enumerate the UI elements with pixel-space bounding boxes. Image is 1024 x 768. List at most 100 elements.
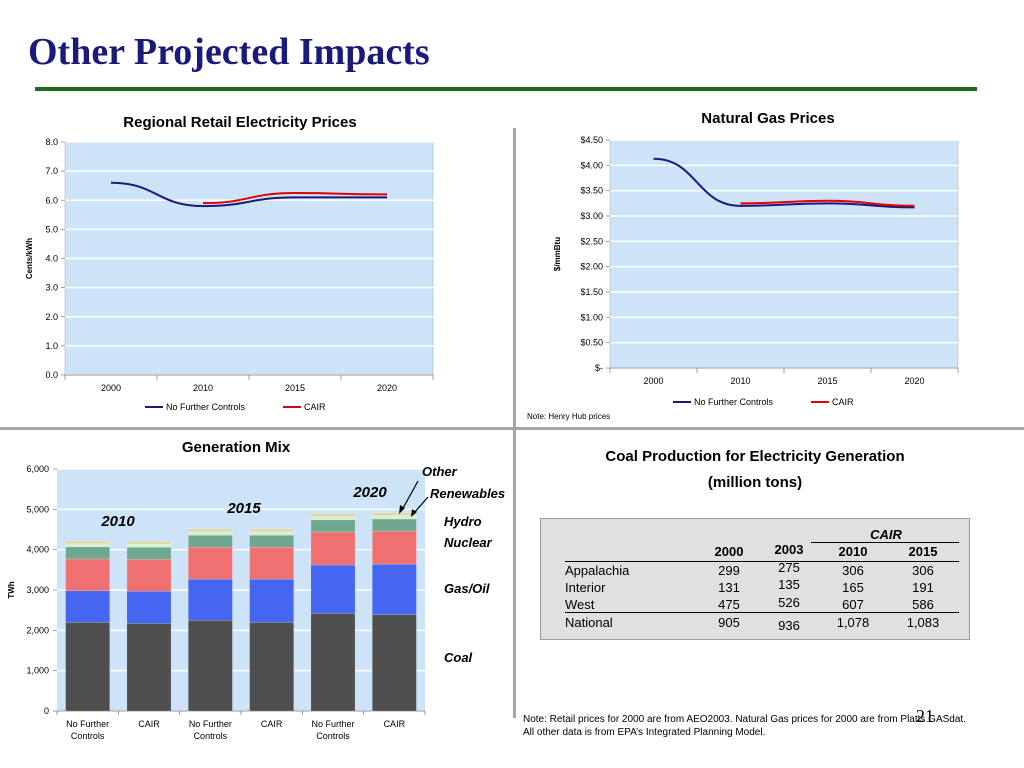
bar-segment — [249, 528, 294, 532]
bar-segment — [188, 578, 233, 621]
bar-segment — [372, 530, 417, 565]
x-tick-label: CAIR — [138, 719, 160, 729]
annotation-arrow — [401, 480, 419, 511]
bar-segment — [372, 614, 417, 712]
bar-segment — [372, 518, 417, 532]
label-other: Other — [422, 464, 458, 479]
bar-segment — [65, 590, 110, 623]
bar-segment — [249, 534, 294, 548]
table-cell: 1,078 — [836, 615, 870, 630]
x-tick-label: 2000 — [101, 383, 121, 393]
bar-segment — [249, 546, 294, 580]
table-cell: 131 — [718, 580, 740, 595]
bar-segment — [310, 531, 356, 566]
bar-segment — [188, 534, 233, 548]
y-axis-title: $/mmBtu — [553, 237, 562, 271]
x-tick-label: CAIR — [384, 719, 406, 729]
x-tick-label: No Further — [66, 719, 109, 729]
x-tick-label: 2015 — [285, 383, 305, 393]
legend-label: No Further Controls — [166, 402, 246, 412]
bar-segment — [310, 519, 356, 533]
page-number: 21 — [916, 706, 934, 726]
bar-segment — [372, 515, 417, 520]
table-cell: 135 — [778, 577, 800, 592]
y-axis-title: Cents/kWh — [25, 238, 34, 279]
table-cell: 526 — [778, 595, 800, 610]
bar-segment — [126, 543, 172, 548]
table-cell: 165 — [842, 580, 864, 595]
legend-label: CAIR — [304, 402, 326, 412]
bar-segment — [65, 558, 110, 592]
vertical-divider — [513, 128, 516, 718]
bar-segment — [188, 546, 233, 580]
chart-note: Note: Henry Hub prices — [527, 412, 610, 421]
coal-table-title: Coal Production for Electricity Generati… — [560, 444, 950, 496]
bar-segment — [310, 564, 356, 614]
column-header: 2003 — [774, 542, 804, 557]
label-renewables: Renewables — [430, 486, 505, 501]
y-tick-label: $4.00 — [580, 160, 603, 170]
coal-table-body: CAIR 2000 2003 2010 2015 Appalachia 299 275 306 3… — [541, 519, 969, 639]
table-cell: 306 — [912, 563, 934, 578]
label-hydro: Hydro — [444, 514, 482, 529]
bar-segment — [310, 613, 356, 712]
x-tick-label: 2020 — [904, 376, 924, 386]
title-rule — [35, 87, 977, 91]
bar-segment — [65, 543, 110, 548]
bar-segment — [310, 513, 356, 517]
national-rule — [565, 612, 959, 613]
coal-table-title-line1: Coal Production for Electricity Generati… — [605, 448, 905, 465]
legend-label: CAIR — [832, 397, 854, 407]
label-gas-oil: Gas/Oil — [444, 581, 490, 596]
table-cell: 191 — [912, 580, 934, 595]
table-cell: 475 — [718, 597, 740, 612]
y-tick-label: 7.0 — [45, 166, 58, 176]
table-cell: 1,083 — [906, 615, 940, 630]
cair-group-header: CAIR — [870, 527, 902, 542]
y-tick-label: $0.50 — [580, 338, 603, 348]
series-line — [202, 191, 388, 205]
y-tick-label: 5,000 — [26, 504, 49, 514]
coal-table-title-line2: (million tons) — [707, 474, 803, 491]
y-tick-label: 8.0 — [45, 137, 58, 147]
year-label: 2015 — [226, 500, 261, 517]
bar-segment — [249, 531, 294, 536]
header-rule — [565, 561, 959, 562]
y-tick-label: 2.0 — [45, 312, 58, 322]
y-tick-label: 1.0 — [45, 341, 58, 351]
bar-segment — [310, 515, 356, 521]
bar-segment — [249, 622, 294, 712]
y-tick-label: 5.0 — [45, 224, 58, 234]
bar-segment — [65, 540, 110, 544]
table-cell: 299 — [718, 563, 740, 578]
y-tick-label: $4.50 — [580, 135, 603, 145]
bar-segment — [126, 590, 172, 624]
bar-segment — [126, 559, 172, 592]
y-tick-label: $3.50 — [580, 186, 603, 196]
y-tick-label: 3.0 — [45, 283, 58, 293]
y-tick-label: 6,000 — [26, 464, 49, 474]
bar-segment — [188, 620, 233, 712]
table-cell: 275 — [778, 560, 800, 575]
y-tick-label: $3.00 — [580, 211, 603, 221]
x-tick-label: 2020 — [377, 383, 397, 393]
label-nuclear: Nuclear — [444, 535, 493, 550]
y-tick-label: 3,000 — [26, 585, 49, 595]
column-header: 2000 — [714, 544, 744, 559]
bar-segment — [249, 578, 294, 623]
table-cell: 905 — [718, 615, 740, 630]
coal-table: CAIR 2000 2003 2010 2015 Appalachia 299 275 306 3… — [540, 518, 970, 640]
bar-segment — [65, 622, 110, 712]
bar-segment — [188, 531, 233, 536]
chart-title: Generation Mix — [182, 439, 291, 456]
cair-group-rule — [811, 542, 959, 543]
year-label: 2010 — [100, 513, 135, 530]
annotation-arrow — [413, 496, 429, 514]
chart-title: Regional Retail Electricity Prices — [123, 114, 356, 131]
bottom-note: Note: Retail prices for 2000 are from AE… — [523, 714, 966, 738]
y-tick-label: 0 — [44, 706, 49, 716]
bar-segment — [372, 563, 417, 615]
y-tick-label: 4.0 — [45, 254, 58, 264]
y-tick-label: 2,000 — [26, 625, 49, 635]
bar-segment — [126, 541, 172, 545]
